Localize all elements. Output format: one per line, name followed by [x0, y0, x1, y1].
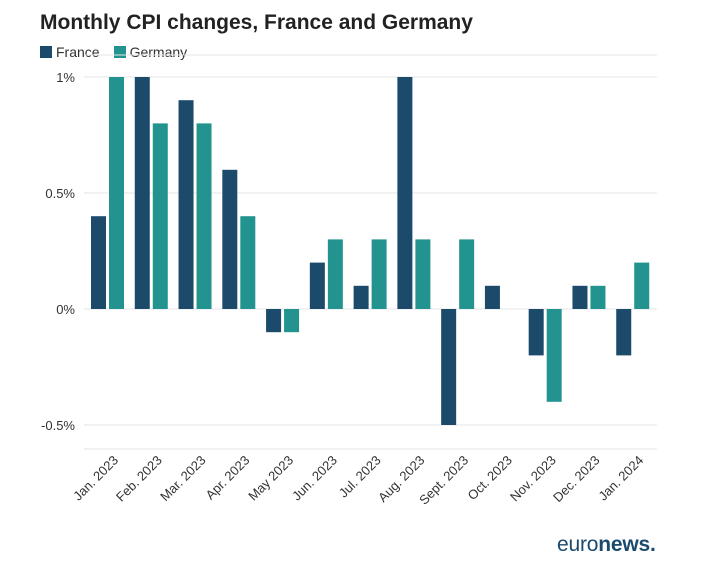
bar-france — [528, 309, 544, 356]
bar-france — [484, 285, 500, 309]
bar-germany — [546, 309, 562, 402]
legend-item-france: France — [40, 44, 100, 60]
bar-germany — [240, 216, 256, 309]
bar-france — [309, 262, 325, 309]
y-tick-label: 0% — [56, 302, 75, 317]
chart-title: Monthly CPI changes, France and Germany — [40, 11, 473, 34]
x-tick-label: Jun. 2023 — [289, 453, 340, 504]
bar-germany — [634, 262, 650, 309]
bar-germany — [459, 239, 475, 309]
y-tick-label: -0.5% — [41, 418, 75, 433]
bar-france — [222, 169, 238, 309]
brand-prefix: euro — [557, 533, 599, 556]
y-tick-label: 1% — [56, 70, 75, 85]
x-tick-label: Feb. 2023 — [113, 453, 165, 505]
bar-germany — [196, 123, 212, 310]
brand-suffix: news. — [598, 533, 656, 556]
bar-france — [134, 77, 150, 309]
x-tick-label: Jan. 2024 — [595, 453, 646, 504]
bar-germany — [371, 239, 387, 309]
bar-france — [441, 309, 457, 425]
legend-label-germany: Germany — [129, 44, 188, 60]
bar-france — [572, 285, 588, 309]
x-tick-label: May 2023 — [245, 453, 296, 504]
bar-germany — [327, 239, 343, 309]
bar-germany — [284, 309, 300, 333]
bar-germany — [415, 239, 431, 309]
bar-france — [178, 100, 194, 309]
x-tick-label: Mar. 2023 — [157, 453, 208, 504]
bar-france — [616, 309, 632, 356]
bar-france — [397, 77, 413, 309]
x-tick-label: Dec. 2023 — [550, 453, 603, 506]
y-tick-label: 0.5% — [45, 186, 75, 201]
bar-germany — [152, 123, 168, 310]
bar-france — [266, 309, 282, 333]
bar-germany — [109, 77, 124, 309]
bar-france — [91, 216, 106, 309]
legend-label-france: France — [56, 44, 100, 60]
bar-germany — [590, 285, 606, 309]
euronews-logo: euronews. — [557, 533, 656, 557]
legend: France Germany — [40, 44, 187, 60]
x-tick-label: Apr. 2023 — [202, 453, 252, 503]
bar-france — [353, 285, 369, 309]
legend-swatch-france — [40, 46, 52, 58]
